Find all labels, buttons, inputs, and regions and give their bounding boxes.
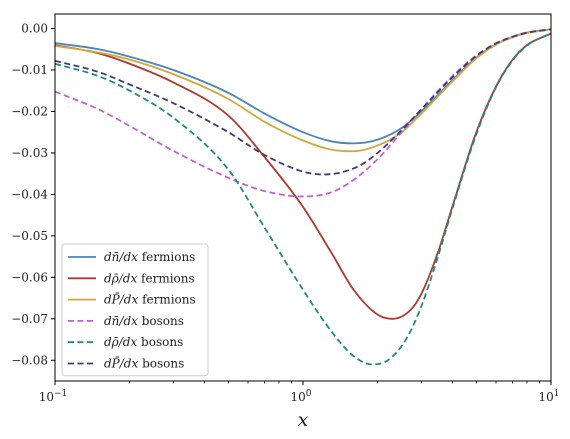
y-tick-label: 0.00 xyxy=(21,22,48,36)
legend-box xyxy=(61,243,209,377)
x-tick-label: 101 xyxy=(538,389,559,404)
series-line-3 xyxy=(55,28,551,153)
x-axis-label: x xyxy=(298,409,309,431)
legend-entry: dρ̄/dx bosons xyxy=(104,335,183,349)
legend-entry: dn̄/dx fermions xyxy=(104,250,195,264)
x-tick-label: 10−1 xyxy=(39,389,68,404)
y-tick-label: −0.04 xyxy=(11,187,48,201)
series-line-4 xyxy=(55,28,551,198)
series-line-5 xyxy=(55,32,551,366)
series-line-1 xyxy=(55,28,551,145)
y-tick-label: −0.07 xyxy=(11,312,48,326)
series-line-6 xyxy=(55,28,551,176)
y-tick-label: −0.08 xyxy=(11,353,48,367)
y-tick-label: −0.01 xyxy=(11,63,48,77)
series-layer xyxy=(55,28,551,366)
x-tick-label: 100 xyxy=(290,389,311,404)
y-tick-label: −0.05 xyxy=(11,229,48,243)
legend-entry: dρ̄/dx fermions xyxy=(104,271,195,285)
legend-entry: dP̄/dx bosons xyxy=(104,355,184,370)
y-tick-label: −0.02 xyxy=(11,104,48,118)
y-tick-label: −0.06 xyxy=(11,270,48,284)
legend-entry: dP̄/dx fermions xyxy=(104,291,196,306)
y-tick-label: −0.03 xyxy=(11,146,48,160)
legend-entry: dn̄/dx bosons xyxy=(104,314,184,328)
legend: dn̄/dx fermions dρ̄/dx fermions dP̄/dx fer… xyxy=(61,243,209,377)
ticks-layer: 0.00 −0.01 −0.02 −0.03 −0.04 −0.05 −0.06 −0.07 −… xyxy=(11,22,559,404)
